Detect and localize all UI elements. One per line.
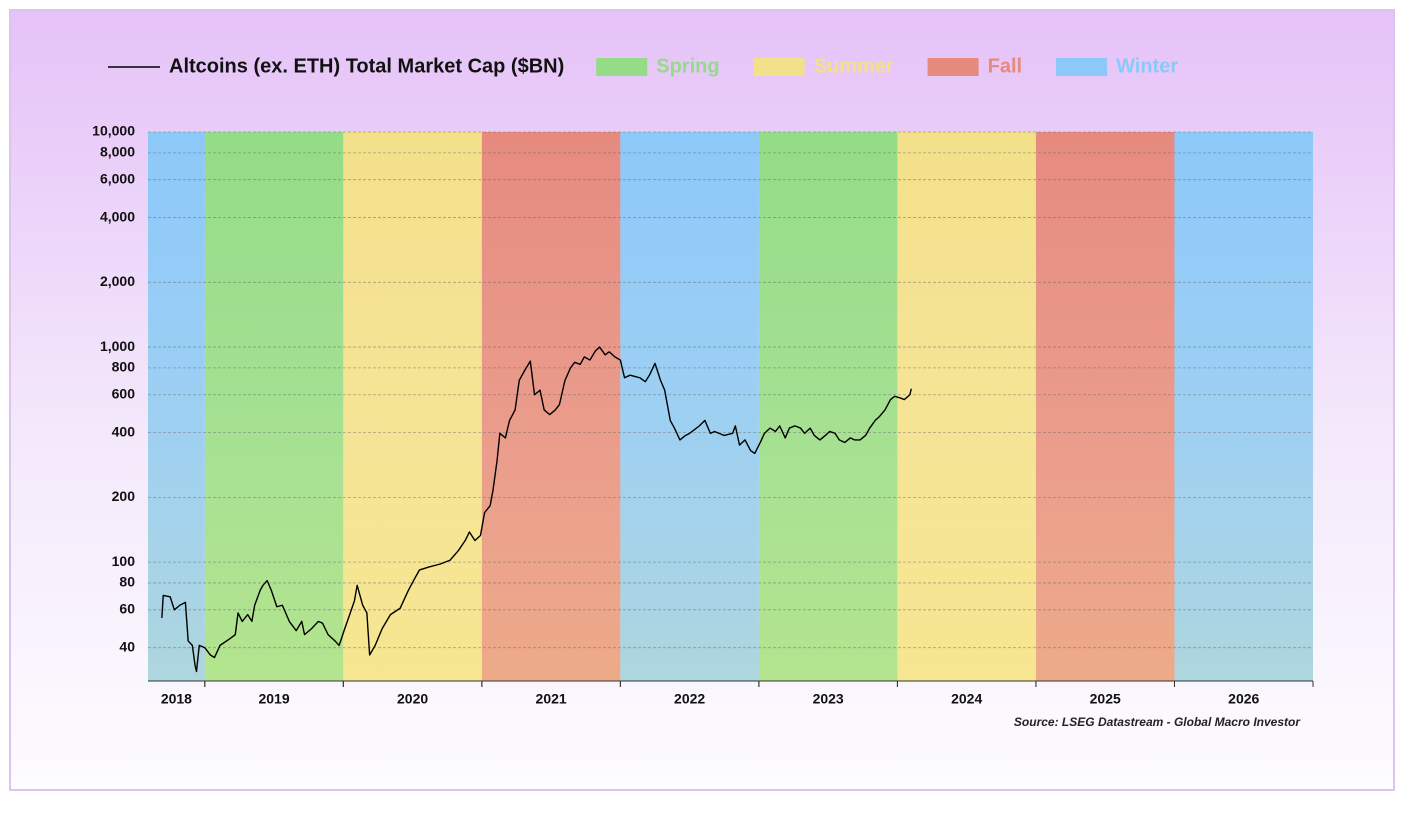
y-tick-label: 6,000	[100, 170, 135, 186]
y-tick-label: 800	[112, 359, 136, 375]
x-tick-label: 2023	[813, 691, 844, 707]
x-tick-label: 2022	[674, 691, 705, 707]
source-note: Source: LSEG Datastream - Global Macro I…	[1014, 715, 1301, 729]
x-tick-label: 2018	[161, 691, 192, 707]
legend-label: Winter	[1116, 55, 1178, 77]
y-tick-label: 4,000	[100, 208, 135, 224]
x-tick-label: 2025	[1090, 691, 1121, 707]
x-tick-label: 2024	[951, 691, 982, 707]
band-shade	[897, 132, 1036, 681]
legend-swatch	[927, 58, 979, 76]
legend-swatch	[753, 58, 805, 76]
legend-label: Summer	[814, 55, 894, 77]
y-tick-label: 40	[119, 638, 135, 654]
y-tick-label: 2,000	[100, 273, 135, 289]
x-tick-label: 2019	[258, 691, 289, 707]
legend-label: Altcoins (ex. ETH) Total Market Cap ($BN…	[169, 55, 564, 77]
y-tick-label: 400	[112, 423, 136, 439]
y-tick-label: 10,000	[92, 123, 135, 139]
legend-swatch	[596, 58, 648, 76]
band-shade	[204, 132, 344, 681]
y-tick-label: 60	[119, 601, 135, 617]
y-tick-label: 200	[112, 488, 136, 504]
band-shade	[343, 132, 482, 681]
legend-swatch	[1056, 58, 1108, 76]
band-shade	[1035, 132, 1175, 681]
x-tick-label: 2026	[1228, 691, 1259, 707]
legend-label: Fall	[988, 55, 1022, 77]
series-line	[161, 346, 912, 673]
y-tick-label: 8,000	[100, 144, 135, 160]
y-tick-label: 80	[119, 574, 135, 590]
x-tick-label: 2021	[536, 691, 567, 707]
band-shade	[620, 132, 759, 681]
y-tick-label: 600	[112, 385, 136, 401]
band-shade	[481, 132, 621, 681]
band-shade	[1174, 132, 1313, 681]
y-tick-label: 100	[112, 553, 136, 569]
legend-label: Spring	[656, 55, 719, 77]
band-shade	[758, 132, 898, 681]
band-shade	[148, 132, 205, 681]
x-tick-label: 2020	[397, 691, 428, 707]
y-tick-label: 1,000	[100, 338, 135, 354]
